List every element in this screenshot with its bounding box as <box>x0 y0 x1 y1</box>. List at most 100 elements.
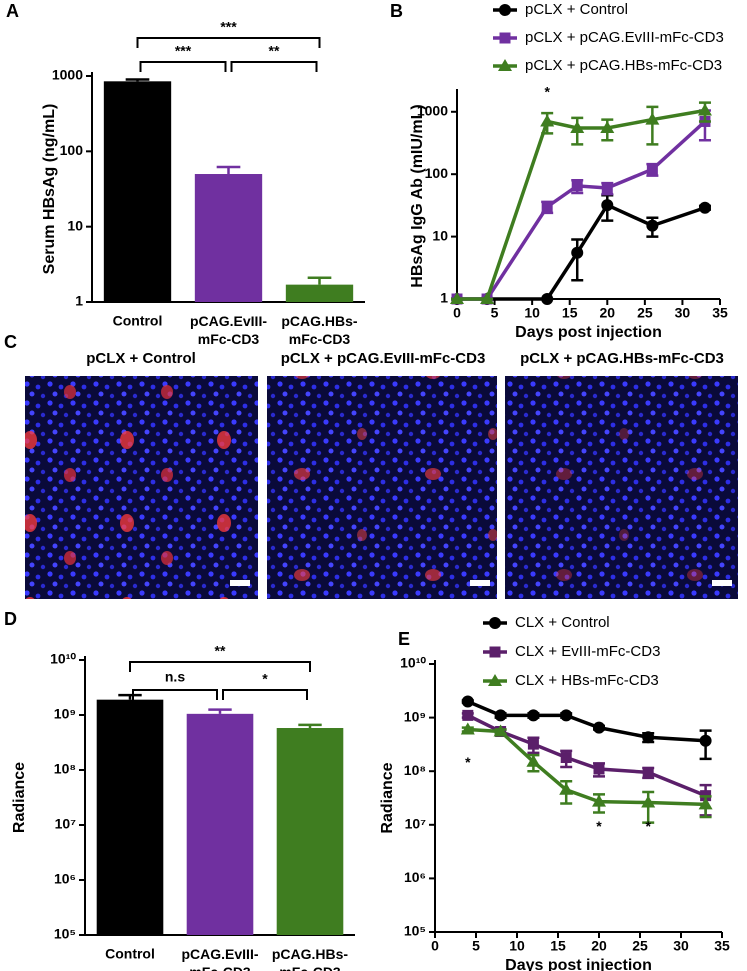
scale-bar <box>470 580 490 586</box>
annotation: * <box>465 754 471 770</box>
micrograph-cells <box>267 376 497 599</box>
legend-label: CLX + HBs-mFc-CD3 <box>515 672 659 689</box>
marker <box>601 199 614 212</box>
scale-bar <box>230 580 250 586</box>
y-tick-label: 10⁹ <box>404 708 426 724</box>
significance-bracket <box>139 61 227 72</box>
x-tick-label: 15 <box>550 938 566 954</box>
marker <box>560 752 572 764</box>
bar <box>103 81 172 302</box>
significance-label: *** <box>220 19 237 35</box>
marker <box>450 292 464 304</box>
y-tick-label: 10⁸ <box>54 761 76 777</box>
marker <box>645 112 660 125</box>
significance-label: ** <box>269 43 280 59</box>
significance-label: ** <box>215 643 226 659</box>
legend-marker <box>488 674 502 686</box>
y-axis-title: HBsAg IgG Ab (mIU/mL) <box>409 104 426 287</box>
bar <box>194 174 263 302</box>
legend-marker <box>499 32 511 44</box>
panel-letter: B <box>390 1 403 21</box>
panel-letter: A <box>6 1 19 21</box>
x-tick-label: pCAG.EvIII-mFc-CD3 <box>181 946 258 971</box>
chart-panel: E 10⁵ 10⁶ 10⁷ 10⁸ 10⁹ 10¹⁰ Radiance 0 5 10 15 20 25 30… <box>379 614 730 971</box>
image-title: pCLX + pCAG.EvIII-mFc-CD3 <box>281 350 486 367</box>
error-bar <box>216 165 241 175</box>
marker <box>571 180 583 192</box>
marker <box>527 709 540 722</box>
y-axis-title: Serum HBsAg (ng/mL) <box>41 104 58 275</box>
y-tick-label: 100 <box>60 142 84 158</box>
marker <box>460 722 475 735</box>
significance-label: n.s <box>165 669 185 685</box>
annotation: * <box>544 84 550 100</box>
bar <box>285 284 354 302</box>
marker <box>642 731 655 744</box>
chart-panel: D 10⁵ 10⁶ 10⁷ 10⁸ 10⁹ 10¹⁰ Radiance Control pCAG.… <box>4 609 355 971</box>
marker <box>642 766 654 778</box>
legend-label: CLX + Control <box>515 614 610 631</box>
marker <box>601 182 613 194</box>
panel-letter: D <box>4 609 17 629</box>
error-bar <box>208 708 232 714</box>
legend-marker <box>489 646 501 658</box>
marker <box>593 721 605 734</box>
series-line <box>467 727 706 807</box>
marker <box>698 797 713 810</box>
marker <box>593 763 605 775</box>
significance-bracket <box>132 689 218 700</box>
marker <box>494 709 507 722</box>
bar <box>96 699 164 935</box>
y-tick-label: 10⁸ <box>404 762 426 778</box>
marker <box>600 120 615 133</box>
marker <box>462 709 474 721</box>
scale-bar <box>712 580 732 586</box>
marker <box>592 794 606 807</box>
error-bar <box>307 276 332 285</box>
x-tick-label: 10 <box>509 938 525 954</box>
x-tick-label: 0 <box>431 938 439 954</box>
marker <box>560 709 573 722</box>
error-bar <box>571 238 584 282</box>
marker <box>526 754 541 767</box>
marker <box>480 292 495 304</box>
y-tick-label: 10 <box>67 217 83 233</box>
significance-bracket <box>222 689 308 700</box>
marker <box>646 163 658 175</box>
y-tick-label: 10⁷ <box>405 816 427 832</box>
marker <box>540 114 555 127</box>
x-tick-label: 5 <box>491 305 499 321</box>
bar <box>276 728 344 935</box>
marker <box>570 120 585 133</box>
marker <box>641 795 656 808</box>
marker <box>559 782 574 795</box>
marker <box>646 219 659 232</box>
y-tick-label: 10¹⁰ <box>50 651 76 667</box>
x-tick-label: Control <box>113 313 163 329</box>
legend-marker <box>498 59 512 71</box>
panel-letter: E <box>398 629 410 649</box>
marker <box>698 201 711 214</box>
error-bar <box>646 105 659 146</box>
marker <box>461 695 474 708</box>
micrograph-cells <box>505 376 738 599</box>
annotation: * <box>596 818 602 834</box>
legend-marker <box>499 4 511 16</box>
x-tick-label: 30 <box>675 305 691 321</box>
marker <box>527 738 539 750</box>
y-tick-label: 10¹⁰ <box>400 655 426 671</box>
significance-bracket <box>230 61 318 72</box>
y-tick-label: 1000 <box>52 67 83 83</box>
x-tick-label: 10 <box>524 305 540 321</box>
x-tick-label: 35 <box>714 938 730 954</box>
x-tick-label: 15 <box>562 305 578 321</box>
x-tick-label: 35 <box>712 305 728 321</box>
x-tick-label: 25 <box>632 938 648 954</box>
marker <box>697 103 712 116</box>
x-tick-label: pCAG.EvIII-mFc-CD3 <box>190 313 267 347</box>
x-tick-label: Control <box>105 946 155 962</box>
x-axis-title: Days post injection <box>505 957 652 971</box>
image-title: pCLX + Control <box>86 350 196 367</box>
